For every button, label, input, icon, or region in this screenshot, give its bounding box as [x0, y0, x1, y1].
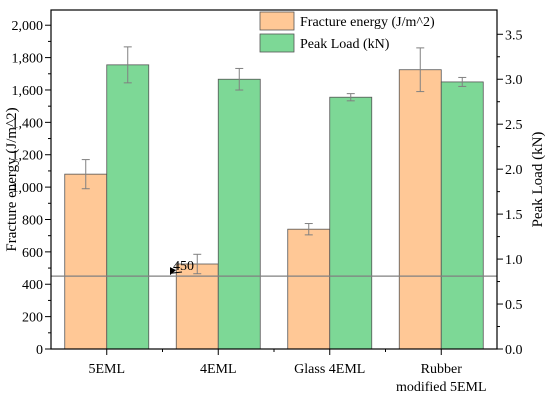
legend-swatch-1 — [259, 11, 295, 31]
peak-load-bar-3 — [329, 96, 373, 350]
left-tick-label-5: 1,000 — [12, 181, 44, 196]
left-tick-label-7: 1,400 — [12, 116, 44, 131]
labels-layer: 5EML 4EML Glass 4EML Rubber modified 5EML Fra… — [4, 107, 546, 395]
peak-load-bar-4 — [440, 81, 484, 350]
error-bars-layer — [81, 46, 467, 275]
right-tick-label-5: 2.5 — [505, 118, 523, 133]
peak-load-bar-1 — [106, 64, 150, 350]
left-axis-title: Fracture energy (J/m^2) — [4, 107, 20, 251]
right-tick-label-1: 0.5 — [505, 298, 523, 313]
reference-annotation-arrowhead — [170, 267, 176, 276]
reference-line-layer: 450 — [51, 259, 497, 277]
legend-label-1: Fracture energy (J/m^2) — [300, 15, 435, 30]
x-tick-label-3: Glass 4EML — [294, 362, 365, 377]
left-tick-label-3: 600 — [22, 246, 43, 261]
legend: Fracture energy (J/m^2) Peak Load (kN) — [259, 11, 435, 53]
right-axis-title: Peak Load (kN) — [530, 132, 546, 228]
right-tick-label-3: 1.5 — [505, 208, 523, 223]
right-tick-label-7: 3.5 — [505, 28, 523, 43]
left-tick-label-1: 200 — [22, 311, 43, 326]
x-tick-label-4-line-1: Rubber — [421, 362, 463, 377]
legend-swatch-2 — [259, 33, 295, 53]
left-tick-label-2: 400 — [22, 278, 43, 293]
x-tick-label-1: 5EML — [88, 362, 125, 377]
left-tick-label-4: 800 — [22, 213, 43, 228]
legend-label-2: Peak Load (kN) — [300, 37, 390, 52]
left-tick-label-10: 2,000 — [12, 19, 44, 34]
fracture-energy-bar-3 — [287, 228, 331, 350]
right-tick-label-4: 2.0 — [505, 163, 523, 178]
x-tick-label-4-line-2: modified 5EML — [396, 380, 487, 395]
left-tick-label-9: 1,800 — [12, 52, 44, 67]
bars-layer — [64, 64, 484, 350]
x-tick-label-2: 4EML — [200, 362, 237, 377]
fracture-energy-bar-2 — [175, 263, 219, 350]
reference-line-label: 450 — [173, 259, 194, 274]
right-tick-label-2: 1.0 — [505, 253, 523, 268]
fracture-energy-bar-4 — [398, 69, 442, 350]
right-tick-label-0: 0.0 — [505, 343, 523, 358]
left-tick-label-0: 0 — [36, 343, 43, 358]
reference-annotation-arrow — [171, 271, 183, 274]
left-tick-label-6: 1,200 — [12, 149, 44, 164]
fracture-energy-bar-1 — [64, 173, 108, 350]
peak-load-bar-2 — [217, 78, 261, 350]
left-tick-label-8: 1,600 — [12, 84, 44, 99]
right-tick-label-6: 3.0 — [505, 73, 523, 88]
ticks-layer: 0 200 400 600 800 1,000 1,200 1,400 1,600 1,800 2,… — [12, 19, 523, 358]
